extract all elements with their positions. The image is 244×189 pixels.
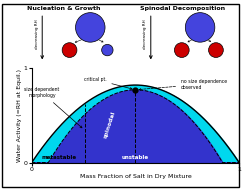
Text: Nucleation & Growth: Nucleation & Growth xyxy=(27,6,100,11)
Text: decreasing RH: decreasing RH xyxy=(143,19,147,49)
Text: critical pt.: critical pt. xyxy=(84,77,132,89)
Text: binodal: binodal xyxy=(42,117,53,142)
Text: spinodal: spinodal xyxy=(103,110,116,139)
Text: size dependent
morphology: size dependent morphology xyxy=(24,87,82,128)
Text: metastable: metastable xyxy=(41,155,76,160)
Text: Spinodal Decomposition: Spinodal Decomposition xyxy=(141,6,225,11)
X-axis label: Mass Fraction of Salt in Dry Mixture: Mass Fraction of Salt in Dry Mixture xyxy=(80,174,191,180)
Text: unstable: unstable xyxy=(122,155,149,160)
Text: no size dependence
observed: no size dependence observed xyxy=(139,79,227,90)
Text: decreasing RH: decreasing RH xyxy=(35,19,39,49)
Y-axis label: Water Activity (=RH at Equil.): Water Activity (=RH at Equil.) xyxy=(17,69,22,162)
